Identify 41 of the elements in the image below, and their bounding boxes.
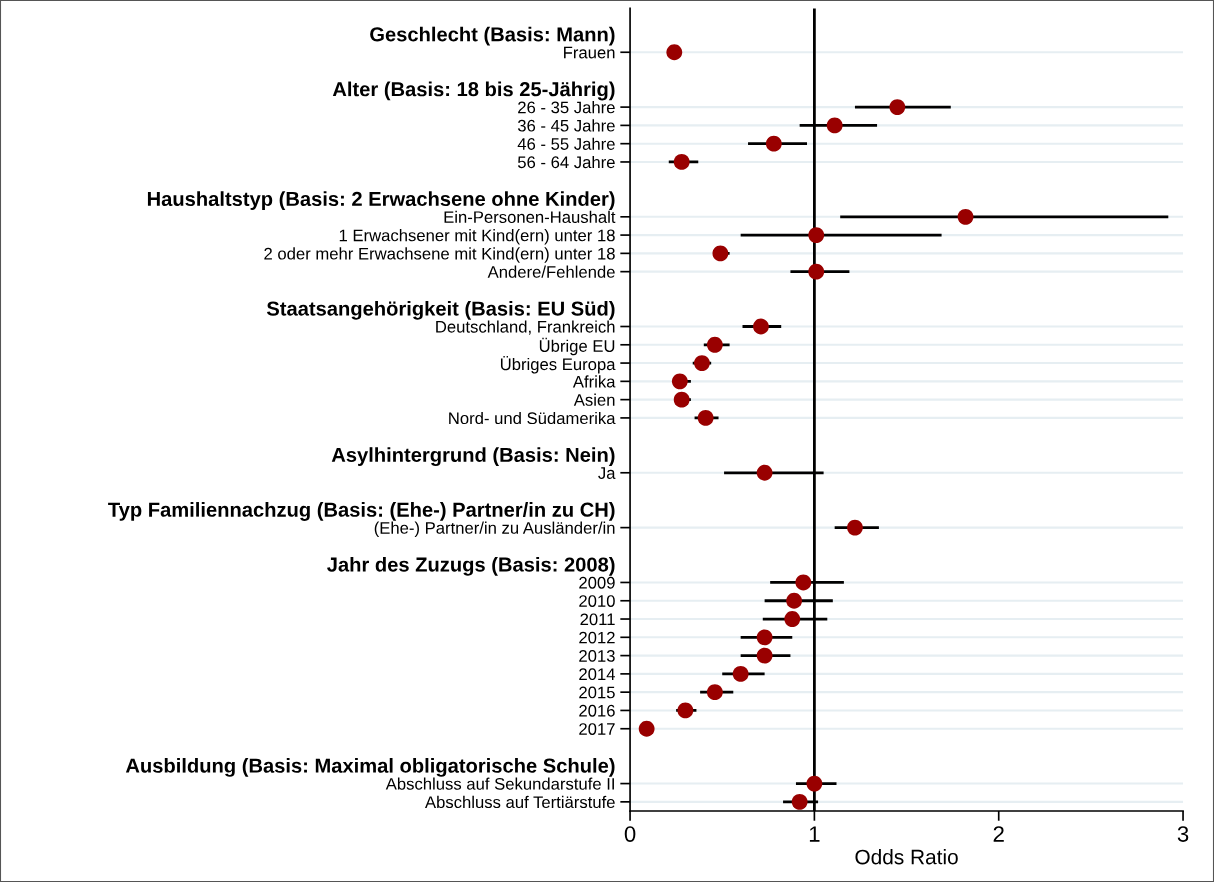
x-tick-label: 0 (624, 826, 636, 842)
y-tick-label: Deutschland, Frankreich (436, 320, 615, 335)
y-tick-label: Übrige EU (539, 337, 615, 356)
y-tick-label: 2014 (579, 668, 615, 681)
y-tick-label: 2009 (579, 576, 615, 589)
y-tick-label: Asien (573, 393, 615, 406)
y-tick-label: 2017 (579, 723, 615, 735)
y-tick-label: 2 oder mehr Erwachsene mit Kind(ern) unter 18 (264, 247, 615, 263)
y-tick-label: (Ehe-) Partner/in zu Ausländer/in (374, 521, 615, 538)
y-tick-label: Andere/Fehlende (487, 265, 615, 278)
y-tick-label: Typ Familiennachzug (Basis: (Ehe-) Partner/in zu CH) (108, 502, 615, 521)
y-tick-label: Frauen (564, 46, 615, 59)
y-tick-label: Nord- und Südamerika (449, 411, 616, 425)
y-tick-label: Jahr des Zuzugs (Basis: 2008) (327, 556, 615, 576)
x-axis-title: Odds Ratio (855, 849, 958, 865)
y-tick-label: Abschluss auf Tertiärstufe (425, 795, 615, 809)
y-tick-label: Ein-Personen-Haushalt (444, 210, 616, 224)
y-tick-label: Abschluss auf Sekundarstufe II (385, 777, 614, 790)
y-tick-label: 2013 (579, 650, 615, 662)
y-tick-label: 2015 (579, 686, 615, 699)
x-tick-label: 2 (993, 826, 1004, 842)
y-tick-label: Ausbildung (Basis: Maximal obligatorische Schule) (125, 757, 615, 777)
y-tick-label: Ja (598, 467, 616, 479)
y-tick-label: 36 - 45 Jahre (517, 119, 615, 132)
x-tick-label: 3 (1177, 826, 1189, 842)
y-tick-label: Übriges Europa (500, 356, 616, 374)
y-tick-label: 26 - 35 Jahre (518, 101, 615, 114)
y-tick-label: 2011 (580, 613, 615, 626)
y-tick-label: 2012 (579, 631, 615, 644)
y-tick-label: Asylhintergrund (Basis: Nein) (331, 447, 615, 467)
y-tick-label: Staatsangehörigkeit (Basis: EU Süd) (266, 300, 615, 320)
y-tick-label: Geschlecht (Basis: Mann) (370, 26, 615, 46)
y-tick-label: Haushaltstyp (Basis: 2 Erwachsene ohne Kinder) (147, 191, 615, 210)
y-tick-label: 2010 (579, 595, 615, 607)
y-tick-label: 2016 (579, 704, 615, 717)
x-tick-label: 1 (809, 826, 820, 842)
y-tick-label: Afrika (572, 375, 616, 388)
y-tick-label: 56 - 64 Jahre (517, 155, 615, 169)
y-tick-label: 46 - 55 Jahre (517, 137, 615, 150)
y-tick-label: 1 Erwachsener mit Kind(ern) unter 18 (339, 229, 615, 245)
y-tick-label: Alter (Basis: 18 bis 25-Jährig) (332, 81, 615, 101)
